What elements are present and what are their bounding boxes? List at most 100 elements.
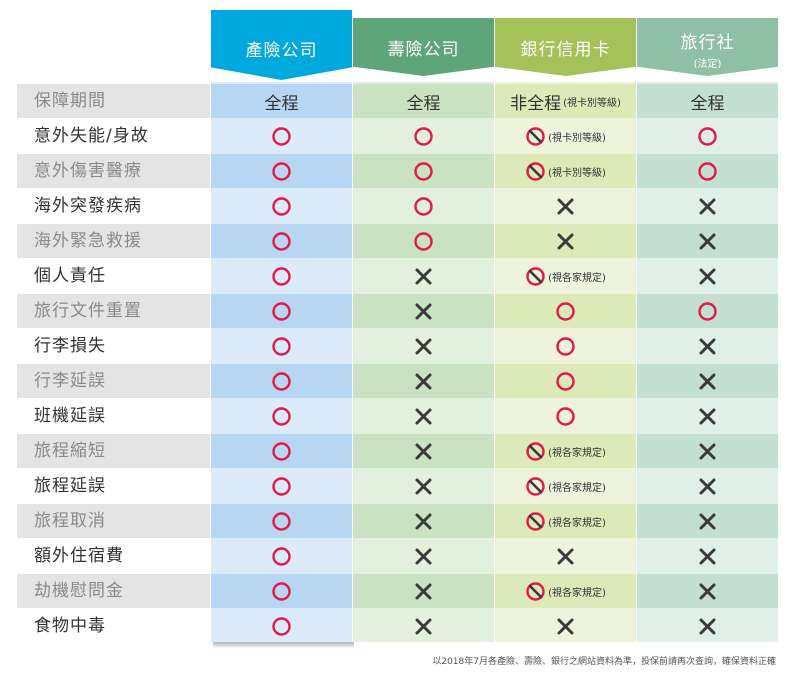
row-label: 保障期間 — [34, 91, 106, 111]
table-cell — [495, 364, 636, 398]
cross-icon — [555, 616, 576, 637]
table-cell — [211, 574, 352, 608]
table-row: 旅程延誤 (視各家規定) — [17, 469, 778, 503]
table-cell — [211, 399, 352, 433]
table-row: 旅行文件重置 — [17, 294, 778, 328]
table-cell — [353, 294, 494, 328]
table-cell — [495, 189, 636, 223]
table-cell — [495, 224, 636, 258]
table-cell: 全程 — [211, 84, 352, 118]
circle-icon — [413, 196, 434, 217]
table-cell: (視各家規定) — [495, 504, 636, 538]
table-cell — [353, 399, 494, 433]
cell-note: (視卡別等級) — [548, 132, 606, 144]
table-row: 海外緊急救援 — [17, 224, 778, 258]
cross-icon — [697, 581, 718, 602]
row-label: 海外緊急救援 — [34, 231, 142, 251]
circle-icon — [271, 441, 292, 462]
table-row: 保障期間 全程 全程 非全程 (視卡別等級) 全程 — [17, 84, 778, 118]
table-cell — [637, 189, 778, 223]
table-cell: (視卡別等級) — [495, 154, 636, 188]
circle-icon — [271, 371, 292, 392]
table-cell — [637, 119, 778, 153]
circle-icon — [271, 336, 292, 357]
table-row: 旅程縮短 (視各家規定) — [17, 434, 778, 468]
cell-note: (視卡別等級) — [563, 97, 621, 109]
cross-icon — [413, 301, 434, 322]
prohibited-icon — [525, 476, 546, 497]
table-cell — [637, 399, 778, 433]
circle-icon — [555, 406, 576, 427]
table-row: 旅程取消 (視各家規定) — [17, 504, 778, 538]
row-stripe — [17, 224, 210, 258]
row-label: 行李延誤 — [34, 371, 106, 391]
table-cell — [637, 469, 778, 503]
table-cell: 非全程 (視卡別等級) — [495, 84, 636, 118]
circle-icon — [697, 126, 718, 147]
table-cell: (視各家規定) — [495, 574, 636, 608]
table-cell — [353, 434, 494, 468]
row-stripe — [17, 364, 210, 398]
table-cell — [495, 609, 636, 643]
table-cell — [211, 154, 352, 188]
circle-icon — [271, 476, 292, 497]
circle-icon — [555, 336, 576, 357]
row-stripe — [17, 504, 210, 538]
cross-icon — [697, 546, 718, 567]
table-cell — [495, 294, 636, 328]
cross-icon — [413, 441, 434, 462]
row-label: 額外住宿費 — [34, 546, 124, 566]
table-cell — [211, 539, 352, 573]
table-cell — [637, 434, 778, 468]
table-cell — [211, 294, 352, 328]
table-row: 額外住宿費 — [17, 539, 778, 573]
cross-icon — [555, 196, 576, 217]
cross-icon — [697, 266, 718, 287]
table-cell — [211, 469, 352, 503]
table-cell — [353, 259, 494, 293]
table-row: 意外傷害醫療 (視卡別等級) — [17, 154, 778, 188]
row-label: 旅行文件重置 — [34, 301, 142, 321]
cross-icon — [697, 336, 718, 357]
row-stripe — [17, 154, 210, 188]
row-label: 旅程延誤 — [34, 476, 106, 496]
table-cell — [495, 539, 636, 573]
cell-note: (視卡別等級) — [548, 167, 606, 179]
circle-icon — [271, 406, 292, 427]
table-row: 食物中毒 — [17, 609, 778, 643]
header-sublabel: (法定) — [693, 59, 722, 70]
prohibited-icon — [525, 581, 546, 602]
cross-icon — [697, 371, 718, 392]
cross-icon — [697, 231, 718, 252]
table-row: 行李損失 — [17, 329, 778, 363]
table-cell — [637, 574, 778, 608]
table-cell: (視各家規定) — [495, 469, 636, 503]
table-cell — [211, 329, 352, 363]
row-label: 班機延誤 — [34, 406, 106, 426]
table-cell — [211, 259, 352, 293]
cross-icon — [413, 581, 434, 602]
table-cell — [211, 189, 352, 223]
row-label: 食物中毒 — [34, 616, 106, 636]
header-life-insurer: 壽險公司 — [353, 18, 494, 76]
table-row: 個人責任 (視各家規定) — [17, 259, 778, 293]
cross-icon — [555, 546, 576, 567]
circle-icon — [271, 546, 292, 567]
table-cell — [211, 609, 352, 643]
table-row: 行李延誤 — [17, 364, 778, 398]
table-cell — [353, 469, 494, 503]
header-label: 產險公司 — [245, 41, 318, 61]
table-cell — [495, 329, 636, 363]
header-property-insurer: 產險公司 — [211, 10, 352, 80]
table-cell — [353, 154, 494, 188]
table-cell — [637, 364, 778, 398]
table-cell — [353, 539, 494, 573]
cell-text: 全程 — [690, 93, 725, 114]
cross-icon — [697, 196, 718, 217]
cell-note: (視各家規定) — [548, 482, 606, 494]
circle-icon — [697, 161, 718, 182]
cross-icon — [697, 616, 718, 637]
prohibited-icon — [525, 441, 546, 462]
circle-icon — [271, 196, 292, 217]
table-cell — [353, 609, 494, 643]
